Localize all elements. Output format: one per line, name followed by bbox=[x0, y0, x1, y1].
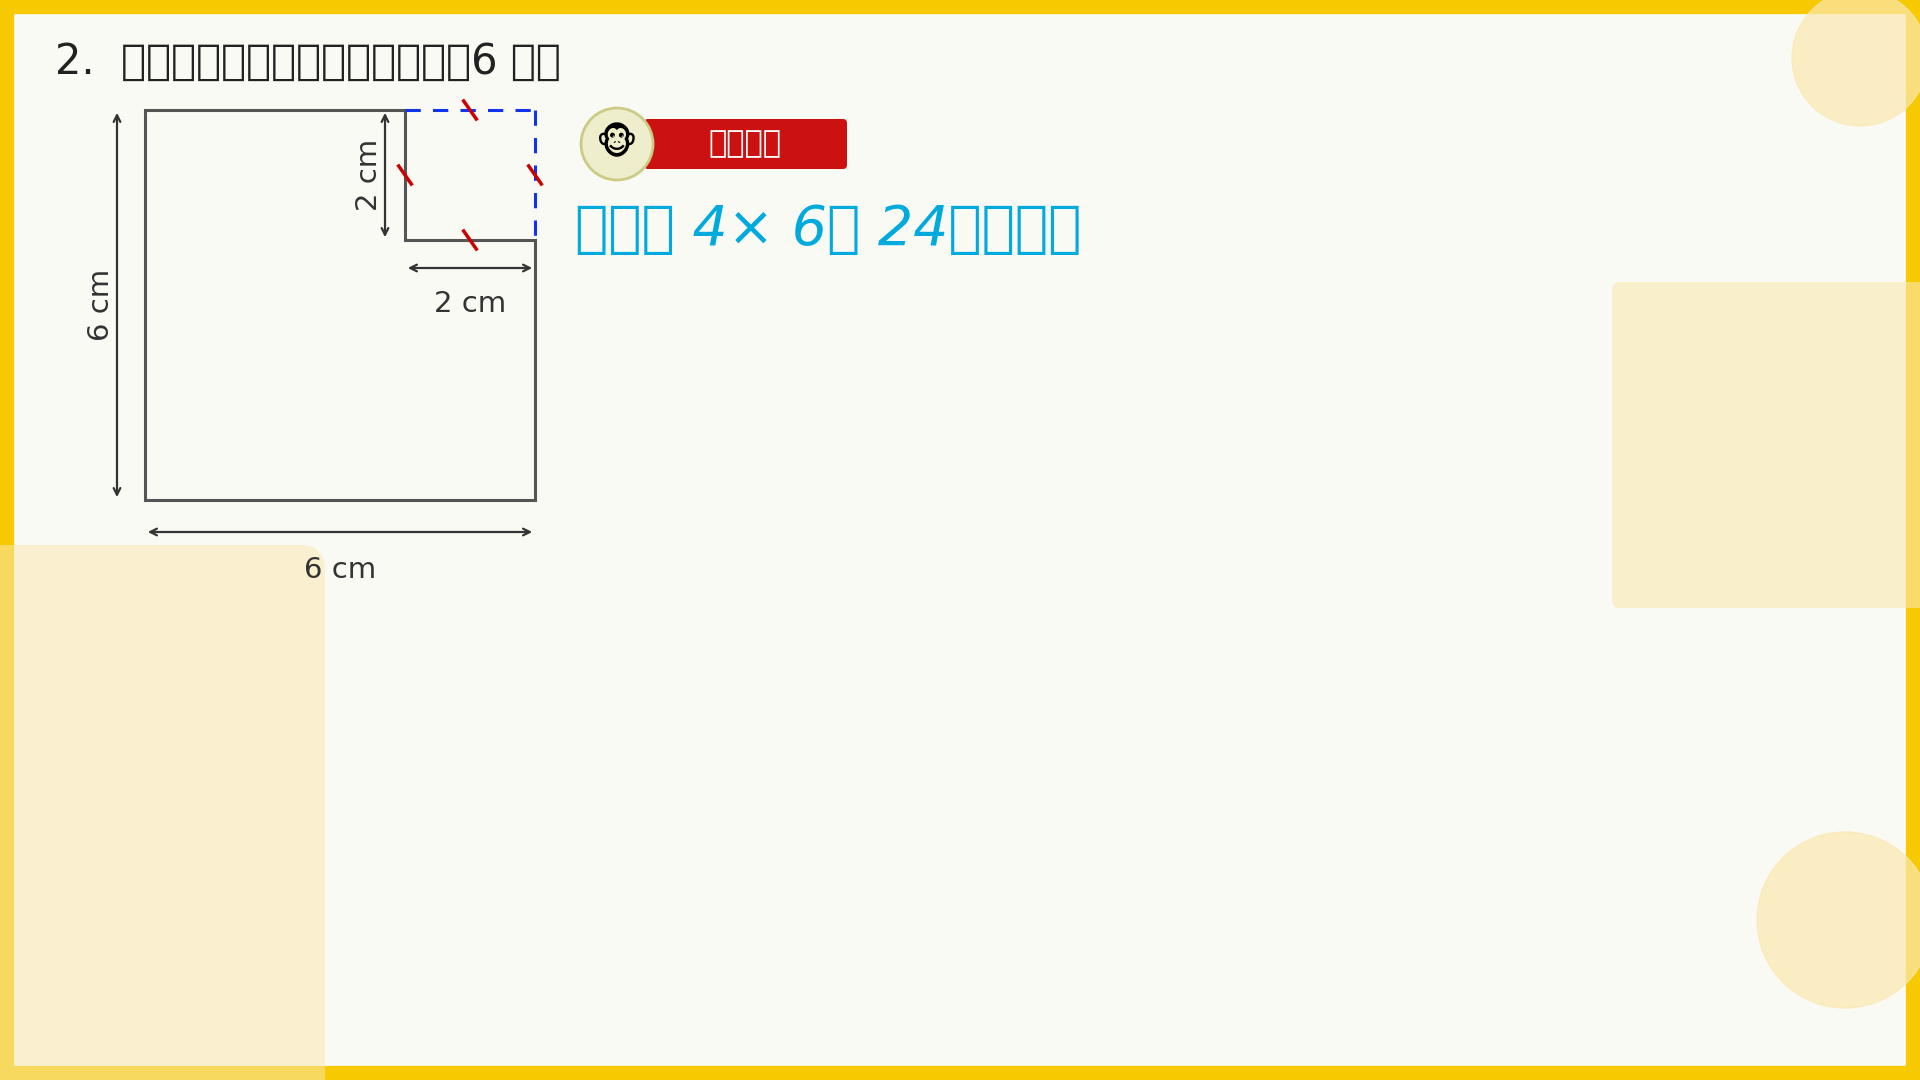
FancyBboxPatch shape bbox=[0, 545, 324, 1080]
Polygon shape bbox=[634, 127, 649, 161]
FancyBboxPatch shape bbox=[4, 3, 1916, 1077]
Text: 🐵: 🐵 bbox=[595, 126, 637, 161]
Text: 周长＝ 4× 6＝ 24（厘米）: 周长＝ 4× 6＝ 24（厘米） bbox=[574, 203, 1081, 256]
Circle shape bbox=[582, 108, 653, 180]
Text: 6 cm: 6 cm bbox=[303, 556, 376, 584]
FancyBboxPatch shape bbox=[643, 119, 847, 168]
Circle shape bbox=[1757, 832, 1920, 1008]
Text: 解题过程: 解题过程 bbox=[708, 130, 781, 159]
Text: 2.  计算下面图形的周长和面积。（6 分）: 2. 计算下面图形的周长和面积。（6 分） bbox=[56, 41, 561, 83]
Circle shape bbox=[1791, 0, 1920, 126]
Text: 2 cm: 2 cm bbox=[434, 291, 507, 318]
Text: 2 cm: 2 cm bbox=[355, 139, 382, 211]
FancyBboxPatch shape bbox=[1613, 282, 1920, 608]
Text: 6 cm: 6 cm bbox=[86, 269, 115, 341]
